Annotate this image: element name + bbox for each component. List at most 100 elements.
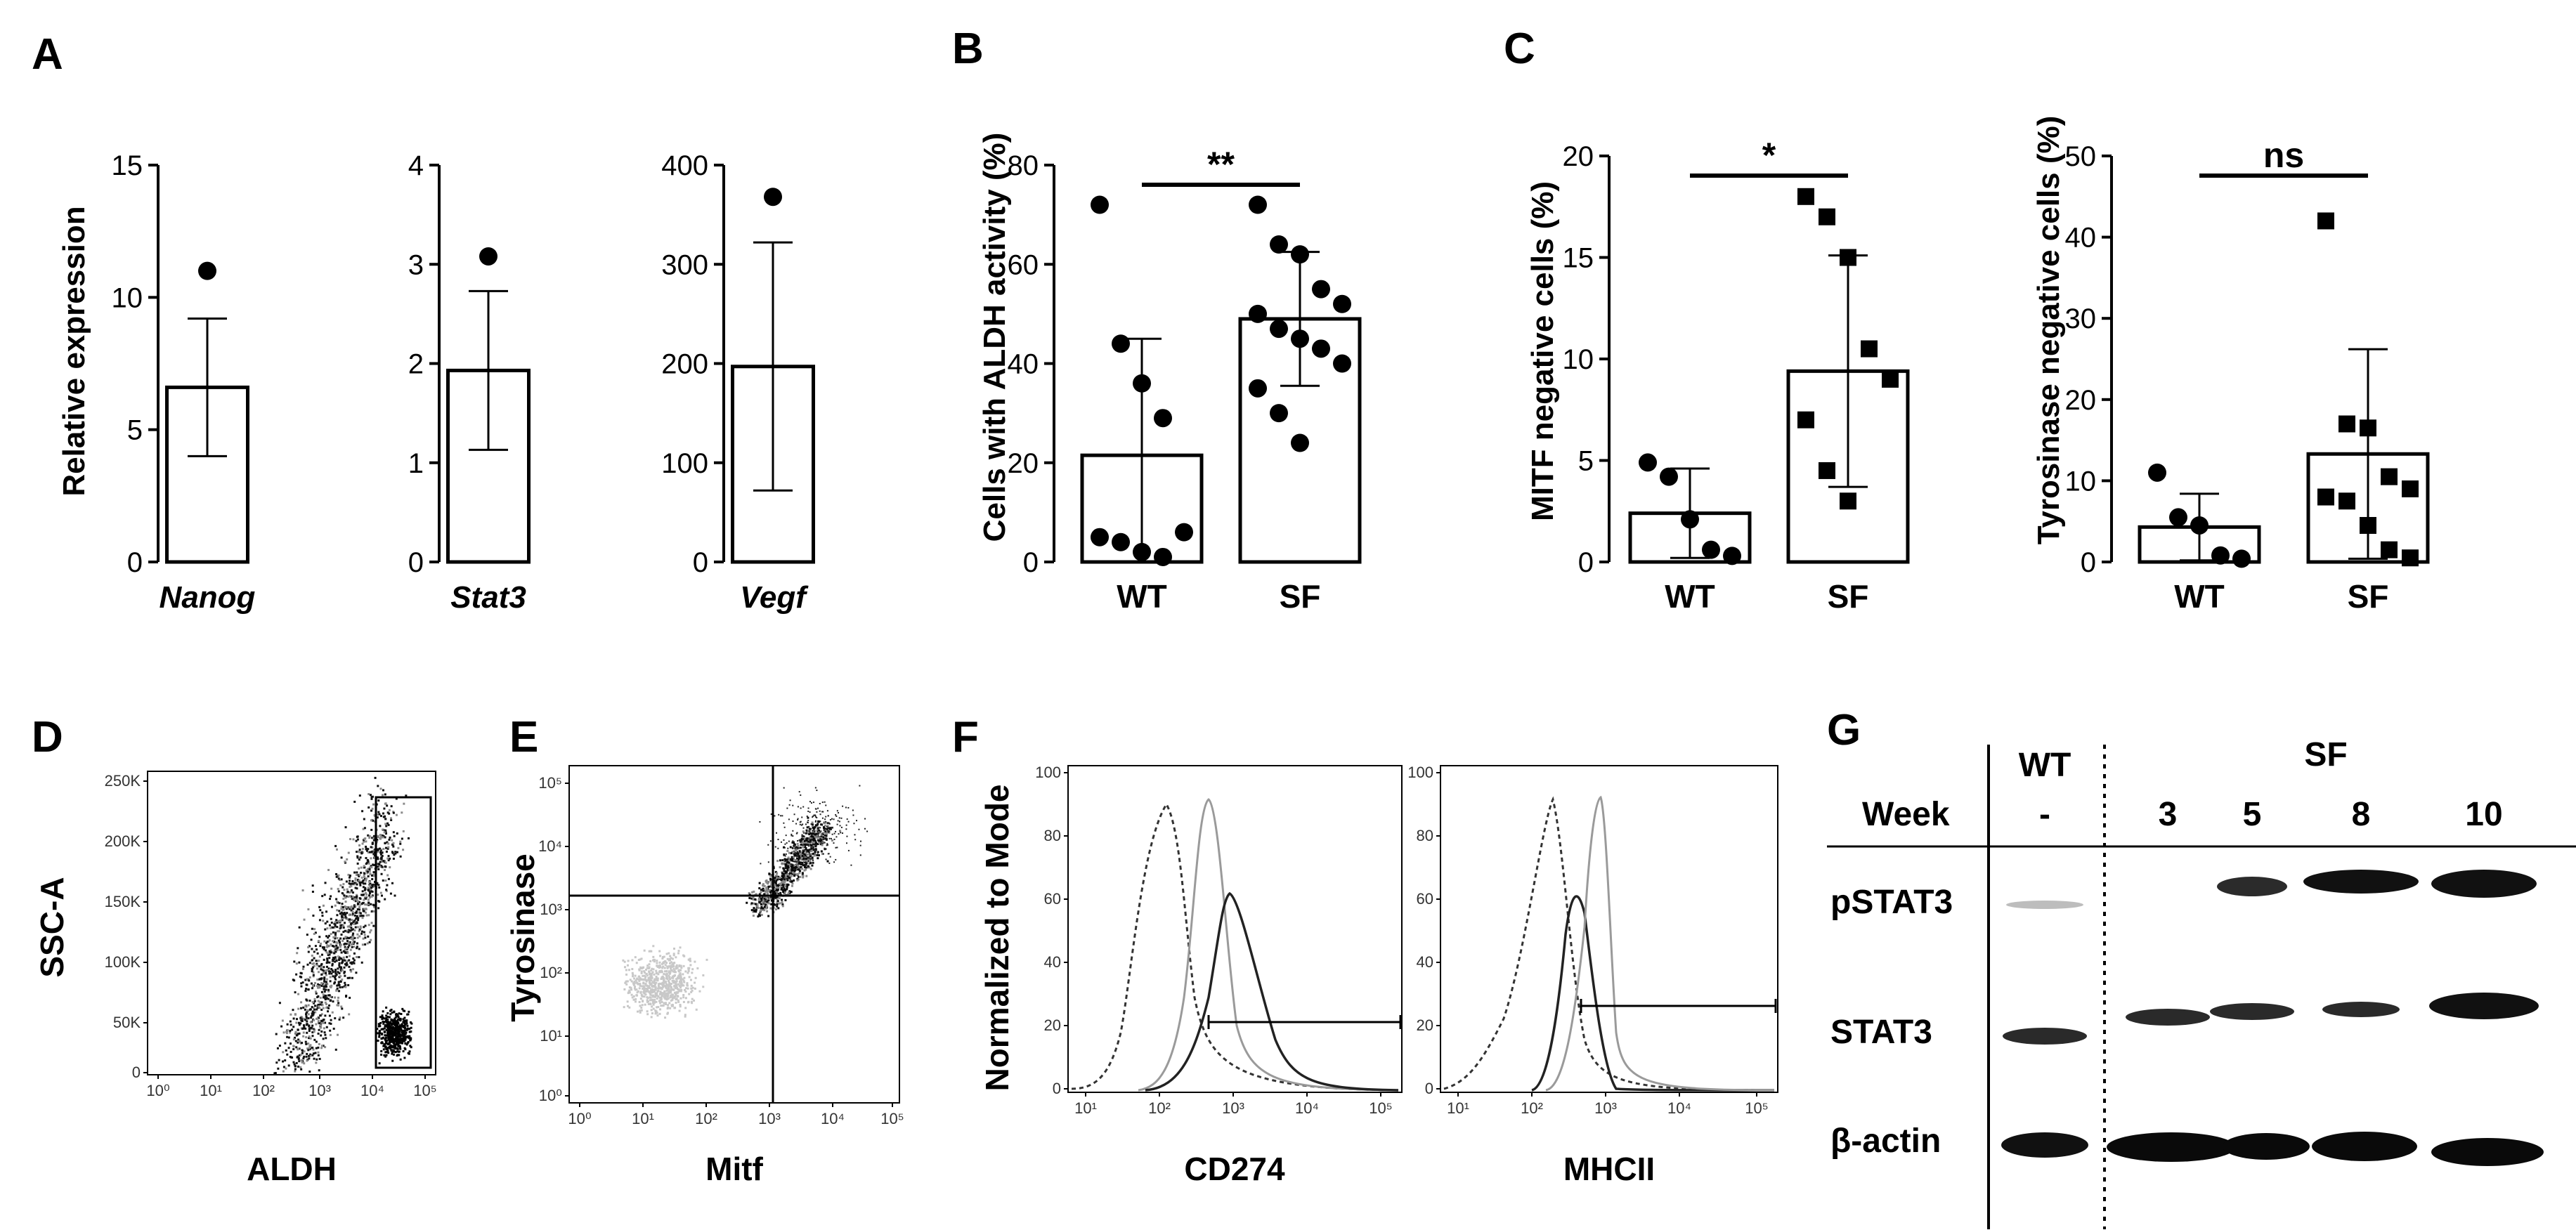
event-dot <box>683 976 686 979</box>
event-dot <box>393 1031 396 1034</box>
event-dot <box>364 936 367 939</box>
event-dot <box>403 1037 405 1040</box>
event-dot <box>359 884 362 886</box>
event-dot <box>647 1002 650 1005</box>
event-dot <box>672 947 675 950</box>
event-dot <box>386 1026 389 1029</box>
event-dot <box>665 992 668 995</box>
event-dot <box>340 908 343 910</box>
event-dot <box>839 830 842 832</box>
event-dot <box>308 945 311 948</box>
event-dot <box>643 949 646 952</box>
event-dot <box>663 967 666 969</box>
event-dot <box>785 874 788 877</box>
event-dot <box>325 941 328 944</box>
event-dot <box>639 958 642 961</box>
event-dot <box>683 955 686 957</box>
event-dot <box>807 844 809 846</box>
event-dot <box>625 973 628 976</box>
event-dot <box>782 891 785 894</box>
event-dot <box>316 996 319 999</box>
event-dot <box>365 893 367 896</box>
event-dot <box>811 823 814 826</box>
event-dot <box>303 918 306 921</box>
event-dot <box>385 1039 388 1042</box>
event-dot <box>774 877 776 879</box>
event-dot <box>811 864 814 867</box>
event-dot <box>661 969 663 972</box>
event-dot <box>840 817 843 819</box>
event-dot <box>786 842 788 844</box>
event-dot <box>801 856 804 859</box>
event-dot <box>366 872 369 875</box>
event-dot <box>801 853 804 856</box>
data-point <box>1312 280 1330 299</box>
x-tick-label: 10¹ <box>1447 1099 1469 1117</box>
event-dot <box>311 967 313 970</box>
event-dot <box>767 844 769 846</box>
event-dot <box>396 851 399 853</box>
event-dot <box>808 845 810 847</box>
event-dot <box>661 967 664 969</box>
event-dot <box>780 815 782 817</box>
event-dot <box>328 924 331 927</box>
event-dot <box>808 852 810 854</box>
event-dot <box>783 846 786 849</box>
y-tick-label: 3 <box>408 249 424 280</box>
event-dot <box>630 988 633 991</box>
event-dot <box>385 825 388 827</box>
band-stat3-w5 <box>2210 1003 2294 1020</box>
event-dot <box>333 926 336 929</box>
event-dot <box>321 1019 324 1022</box>
event-dot <box>323 986 326 989</box>
event-dot <box>300 1019 303 1022</box>
data-point <box>1175 523 1193 542</box>
data-point <box>1639 453 1657 472</box>
event-dot <box>349 920 351 923</box>
event-dot <box>324 969 327 972</box>
event-dot <box>679 986 682 989</box>
y-tick-label: 200 <box>661 349 708 380</box>
event-dot <box>306 1023 308 1026</box>
event-dot <box>828 823 831 825</box>
event-dot <box>808 833 811 836</box>
event-dot <box>295 962 298 965</box>
event-dot <box>651 1005 653 1008</box>
event-dot <box>399 1018 402 1021</box>
event-dot <box>311 984 314 987</box>
event-dot <box>776 891 779 894</box>
event-dot <box>298 1047 301 1050</box>
event-dot <box>835 815 838 817</box>
band-stat3-w10 <box>2429 993 2539 1019</box>
histogram-frame-cd274 <box>1067 765 1403 1093</box>
event-dot <box>369 888 372 891</box>
event-dot <box>364 882 367 885</box>
event-dot <box>370 874 373 877</box>
event-dot <box>331 969 334 972</box>
event-dot <box>670 965 673 968</box>
y-tick-label: 2 <box>408 349 424 380</box>
event-dot <box>791 846 794 849</box>
event-dot <box>859 854 861 856</box>
event-dot <box>384 898 386 901</box>
event-dot <box>330 933 332 936</box>
event-dot <box>798 850 801 853</box>
event-dot <box>645 968 648 971</box>
event-dot <box>404 1042 407 1045</box>
event-dot <box>792 851 795 853</box>
event-dot <box>646 1010 649 1013</box>
event-dot <box>351 919 353 922</box>
event-dot <box>766 890 769 893</box>
event-dot <box>351 934 354 937</box>
event-dot <box>301 889 304 892</box>
event-dot <box>644 971 646 974</box>
event-dot <box>362 915 365 917</box>
event-dot <box>394 1022 397 1025</box>
event-dot <box>632 995 635 997</box>
y-tick-label: 10² <box>540 964 562 981</box>
event-dot <box>679 974 682 976</box>
event-dot <box>670 1005 673 1007</box>
event-dot <box>384 823 387 825</box>
event-dot <box>323 1031 326 1034</box>
event-dot <box>776 898 779 901</box>
